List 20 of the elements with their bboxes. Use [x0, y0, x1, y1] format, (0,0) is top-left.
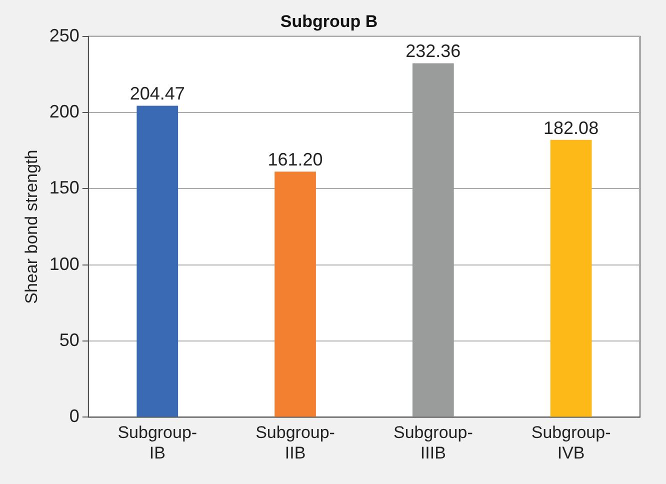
- y-tick-label: 0: [69, 406, 80, 426]
- y-tick-label: 200: [49, 102, 80, 122]
- y-tick-label: 50: [59, 330, 80, 350]
- bar: [412, 63, 454, 417]
- x-tick-label: Subgroup-IIIB: [393, 423, 473, 462]
- data-label: 161.20: [268, 150, 323, 170]
- bar: [274, 172, 316, 417]
- x-tick-label: Subgroup-IB: [118, 423, 198, 462]
- y-tick-label: 150: [49, 178, 80, 198]
- data-label: 204.47: [130, 84, 185, 104]
- bar: [136, 106, 178, 417]
- bar: [550, 140, 592, 417]
- x-tick-label: Subgroup-IIB: [256, 423, 335, 462]
- data-label: 182.08: [544, 118, 599, 138]
- y-tick-label: 100: [49, 254, 80, 274]
- x-tick-label: Subgroup-IVB: [531, 423, 611, 462]
- data-label: 232.36: [406, 41, 461, 62]
- chart-title: Subgroup B: [280, 12, 378, 31]
- y-tick-label: 250: [49, 25, 80, 46]
- y-axis-title: Shear bond strength: [22, 150, 41, 304]
